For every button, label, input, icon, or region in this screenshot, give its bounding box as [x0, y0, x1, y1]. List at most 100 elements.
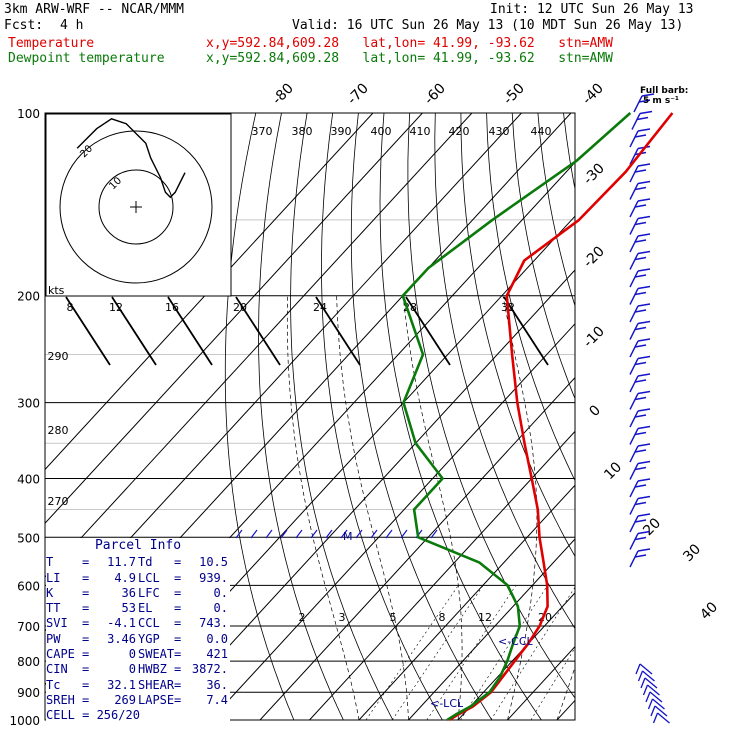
legend-temperature: Temperature [8, 36, 95, 51]
barb-legend-line1: Full barb: [640, 86, 689, 96]
theta-label: 440 [531, 125, 552, 138]
ccl-label: <-CCL [498, 635, 534, 648]
isotherm-label: 40 [697, 599, 721, 623]
wind-barb-flag [637, 373, 651, 377]
wind-barb-flag [634, 501, 647, 506]
wind-barb-staff [629, 358, 639, 375]
parcel-field-eq: = [82, 601, 90, 616]
wind-barb-staff [657, 712, 670, 724]
wind-barb-staff [629, 533, 639, 550]
parcel-info-rows: T = 11.7 Td = 10.5 LI = 4.9 LCL = 939. K = 36 LFC = 0. TT =… [46, 555, 230, 708]
pressure-tick-label: 400 [17, 472, 40, 486]
wind-barb-flag [634, 536, 647, 541]
parcel-field: CCL = 743. [138, 616, 230, 631]
hodograph-speed-label: 12 [109, 301, 123, 314]
wind-barb-flag [637, 408, 651, 412]
wind-barb [629, 338, 651, 358]
isotherm [309, 430, 575, 720]
wind-barb [629, 408, 651, 428]
wind-barb-staff [629, 130, 639, 148]
wind-barb-staff [629, 305, 639, 323]
parcel-field: Td = 10.5 [138, 555, 230, 570]
parcel-field-eq: = [82, 555, 90, 570]
parcel-field-value: 53 [121, 601, 136, 616]
wind-barb-flag [637, 233, 651, 237]
hodograph-speed-label: 20 [233, 301, 247, 314]
parcel-field: SVI = -4.1 [46, 616, 138, 631]
parcel-row: SVI = -4.1 CCL = 743. [46, 616, 230, 631]
parcel-field-key: CCL [138, 616, 160, 631]
wind-barb [629, 128, 651, 148]
wind-barb [629, 303, 651, 323]
parcel-field: CAPE = 0 [46, 647, 138, 662]
parcel-field-key: LCL [138, 570, 160, 585]
theta-label: 400 [371, 125, 392, 138]
lcl-label: <-LCL [430, 697, 464, 710]
wind-barb-flag [634, 274, 647, 278]
parcel-field-eq: = [174, 585, 182, 600]
wind-barb-flag [637, 250, 651, 255]
parcel-field-eq: = [174, 647, 182, 662]
parcel-field-value: 7.4 [206, 692, 228, 707]
wind-barb-staff [654, 705, 668, 717]
dry-adiabat [434, 113, 575, 630]
wind-barb-flag [636, 116, 649, 121]
parcel-field-value: 10.5 [199, 555, 228, 570]
parcel-field-value: 0. [213, 601, 228, 616]
parcel-cell: CELL = 256/20 [46, 708, 140, 723]
mixing-ratio-line [391, 585, 484, 720]
wind-barb-staff [629, 288, 639, 305]
wind-barb-low [652, 712, 670, 724]
isotherm-label: 10 [601, 459, 625, 483]
parcel-row: Tc = 32.1 SHEAR = 36. [46, 678, 230, 693]
wind-barb [629, 285, 651, 305]
wind-barb-staff [639, 663, 653, 675]
temperature-profile [448, 112, 674, 722]
isotherm-label: -20 [580, 243, 607, 270]
wind-barb-flag [637, 513, 651, 517]
wind-barb-flag [640, 677, 646, 689]
wind-barb-flag [637, 338, 651, 342]
wind-barb-flag [638, 99, 651, 103]
wind-barb [629, 250, 651, 270]
moist-adiabat [336, 295, 409, 720]
wind-barb-staff [629, 323, 639, 340]
level-barb [280, 529, 288, 539]
wind-barb [629, 478, 651, 498]
wind-barb-flag [634, 186, 647, 191]
wind-barb [629, 180, 651, 200]
wind-barb-flag [641, 93, 655, 97]
mixing-ratio-label: 2 [299, 611, 306, 624]
parcel-field-value: 3.46 [107, 631, 136, 646]
mixing-ratio-line [530, 647, 575, 720]
dry-adiabat [640, 113, 740, 720]
theta-label: 430 [489, 125, 510, 138]
parcel-field: TT = 53 [46, 601, 138, 616]
wind-barb [629, 233, 651, 253]
wind-barb [629, 425, 651, 445]
parcel-field: LAPSE = 7.4 [138, 693, 230, 708]
wind-barb [631, 110, 653, 130]
parcel-field-eq: = [82, 647, 90, 662]
parcel-field-key: TT [46, 601, 61, 616]
wind-barb-flag [637, 268, 651, 272]
wind-barb-low [645, 691, 663, 703]
wind-barb-flag [637, 548, 651, 552]
wind-barb-flag [637, 198, 651, 202]
isotherm-label: -30 [580, 160, 607, 187]
parcel-field-value: 939. [199, 570, 228, 585]
parcel-field: EL = 0. [138, 601, 230, 616]
theta-label: 420 [449, 125, 470, 138]
moist-adiabat [286, 295, 360, 720]
wind-barb [629, 355, 651, 375]
hodograph-speed-ray [235, 296, 281, 366]
pressure-tick-label: 600 [17, 579, 40, 593]
isotherm [259, 376, 575, 720]
parcel-field-key: CAPE [46, 647, 75, 662]
isotherm [656, 113, 740, 720]
parcel-field-value: 421 [206, 647, 228, 662]
wind-barb-low [637, 670, 655, 682]
hodograph-speed-label: 8 [67, 301, 74, 314]
isotherm-label: -40 [579, 80, 606, 107]
